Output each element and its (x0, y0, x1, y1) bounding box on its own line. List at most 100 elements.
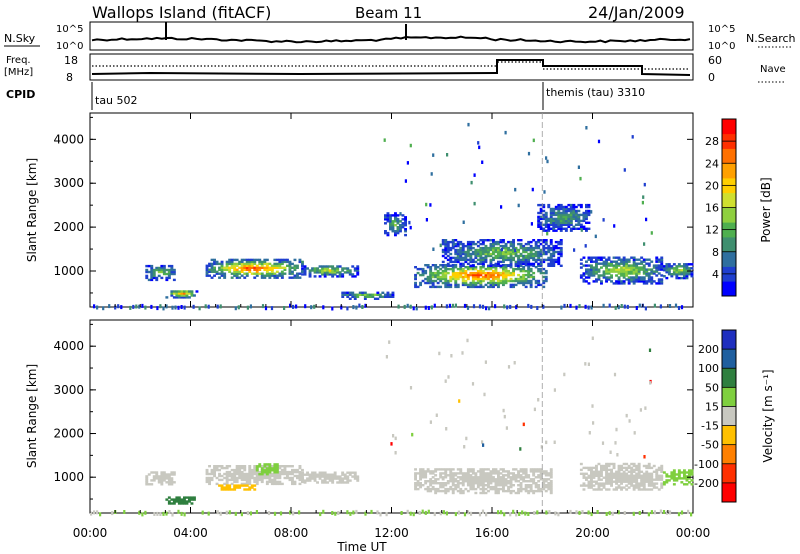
heatmap-cell (547, 227, 551, 230)
heatmap-cell (172, 502, 176, 505)
heatmap-cell (265, 463, 269, 466)
heatmap-cell (441, 271, 445, 275)
heatmap-cell (610, 480, 613, 483)
heatmap-cell (183, 292, 186, 295)
heatmap-cell (93, 304, 96, 309)
heatmap-cell (451, 267, 455, 271)
heatmap-cell (497, 489, 500, 493)
heatmap-cell (316, 267, 319, 270)
heatmap-cell (590, 258, 593, 261)
heatmap-cell (512, 476, 515, 479)
heatmap-cell (471, 468, 475, 471)
heatmap-cell (587, 205, 591, 209)
heatmap-cell (459, 266, 463, 269)
heatmap-cell (456, 472, 460, 475)
heatmap-cell (627, 470, 631, 473)
heatmap-cell (235, 472, 239, 476)
heatmap-cell (471, 266, 475, 269)
heatmap-cell (617, 258, 621, 261)
heatmap-cell (249, 304, 252, 309)
heatmap-cell (185, 294, 189, 297)
heatmap-cell (617, 256, 621, 259)
heatmap-cell (463, 445, 466, 449)
heatmap-cell (677, 265, 681, 268)
heatmap-cell (514, 283, 518, 287)
colorbar-swatch (722, 281, 736, 297)
heatmap-cell (322, 509, 325, 514)
heatmap-cell (534, 281, 538, 285)
heatmap-cell (145, 268, 149, 272)
heatmap-cell (512, 267, 515, 271)
heatmap-cell (306, 471, 309, 474)
heatmap-cell (456, 250, 460, 254)
heatmap-cell (497, 480, 500, 483)
heatmap-cell (454, 485, 458, 489)
heatmap-cell (509, 273, 513, 277)
heatmap-cell (657, 468, 661, 472)
heatmap-cell (499, 281, 503, 285)
heatmap-cell (456, 248, 460, 252)
heatmap-cell (494, 283, 498, 287)
heatmap-cell (547, 487, 551, 491)
heatmap-cell (459, 468, 463, 471)
heatmap-cell (459, 271, 463, 275)
heatmap-cell (630, 468, 634, 472)
heatmap-cell (471, 283, 475, 287)
heatmap-cell (431, 482, 435, 485)
heatmap-cell (607, 256, 611, 259)
heatmap-cell (334, 511, 337, 516)
heatmap-cell (238, 262, 242, 266)
heatmap-cell (567, 203, 571, 207)
heatmap-cell (567, 209, 571, 213)
heatmap-cell (318, 471, 322, 474)
heatmap-cell (620, 474, 623, 477)
heatmap-cell (512, 283, 515, 287)
heatmap-cell (612, 480, 616, 483)
heatmap-cell (323, 271, 327, 274)
heatmap-cell (289, 303, 292, 308)
heatmap-cell (494, 485, 498, 489)
heatmap-cell (500, 247, 503, 252)
heatmap-cell (615, 478, 618, 481)
heatmap-cell (474, 266, 478, 269)
heatmap-cell (617, 470, 621, 473)
heatmap-cell (672, 263, 676, 266)
heatmap-cell (584, 362, 587, 366)
heatmap-cell (441, 254, 445, 258)
heatmap-cell (385, 355, 388, 359)
heatmap-cell (484, 484, 488, 487)
heatmap-cell (537, 211, 541, 215)
heatmap-cell (384, 222, 387, 225)
heatmap-cell (659, 304, 662, 309)
heatmap-cell (564, 227, 568, 230)
heatmap-cell (622, 282, 626, 285)
heatmap-cell (449, 252, 453, 256)
heatmap-cell (514, 277, 518, 281)
heatmap-cell (554, 240, 558, 244)
heatmap-cell (160, 479, 164, 482)
heatmap-cell (283, 268, 287, 271)
heatmap-cell (168, 510, 171, 514)
heatmap-cell (278, 470, 282, 474)
heatmap-cell (585, 209, 588, 213)
colorbar-tick-label: -100 (694, 458, 719, 471)
heatmap-cell (537, 279, 541, 283)
heatmap-cell (240, 482, 244, 486)
heatmap-cell (446, 240, 450, 244)
heatmap-cell (637, 474, 641, 477)
heatmap-cell (446, 487, 450, 491)
heatmap-cell (632, 258, 636, 261)
heatmap-cell (245, 274, 249, 277)
heatmap-cell (160, 477, 164, 480)
heatmap-cell (507, 264, 510, 267)
heatmap-cell (564, 221, 568, 224)
heatmap-cell (517, 264, 520, 267)
heatmap-cell (230, 472, 234, 476)
left-tick-freq-1: 18 (64, 54, 78, 67)
heatmap-cell (474, 281, 478, 285)
heatmap-cell (547, 225, 551, 228)
heatmap-cell (471, 273, 475, 277)
heatmap-cell (587, 272, 591, 275)
heatmap-cell (235, 264, 239, 267)
heatmap-cell (529, 484, 533, 487)
